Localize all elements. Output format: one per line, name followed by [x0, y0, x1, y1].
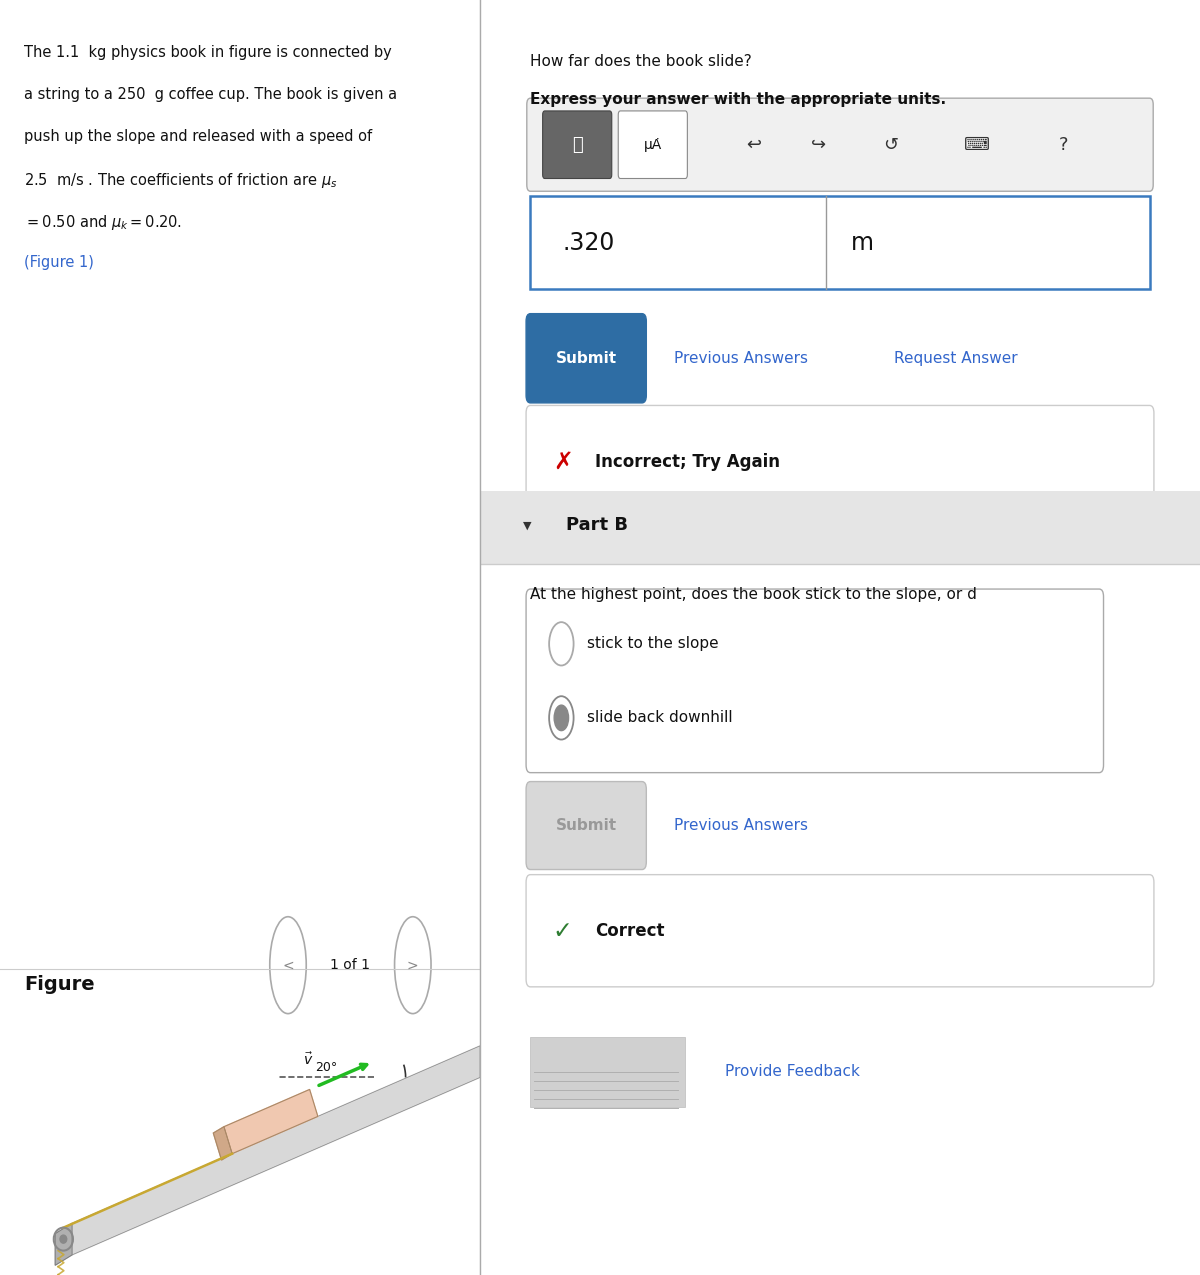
Text: ✓: ✓	[553, 919, 572, 942]
FancyBboxPatch shape	[526, 782, 647, 870]
FancyBboxPatch shape	[530, 1037, 685, 1107]
Text: At the highest point, does the book stick to the slope, or d: At the highest point, does the book stic…	[530, 586, 977, 602]
Text: >: >	[407, 959, 419, 972]
Text: Previous Answers: Previous Answers	[674, 351, 809, 366]
FancyBboxPatch shape	[526, 405, 1154, 518]
Text: ⌨: ⌨	[964, 135, 990, 154]
FancyBboxPatch shape	[526, 314, 647, 403]
FancyBboxPatch shape	[618, 111, 688, 179]
Text: Submit: Submit	[556, 819, 617, 833]
Text: a string to a 250  g coffee cup. The book is given a: a string to a 250 g coffee cup. The book…	[24, 87, 397, 102]
Text: Express your answer with the appropriate units.: Express your answer with the appropriate…	[530, 92, 947, 107]
Text: slide back downhill: slide back downhill	[587, 710, 732, 725]
Text: <: <	[282, 959, 294, 972]
FancyBboxPatch shape	[527, 98, 1153, 191]
Text: 1 of 1: 1 of 1	[330, 959, 371, 972]
Circle shape	[60, 1235, 67, 1243]
Circle shape	[554, 705, 569, 731]
FancyBboxPatch shape	[530, 196, 1150, 289]
Text: The 1.1  kg physics book in figure is connected by: The 1.1 kg physics book in figure is con…	[24, 45, 391, 60]
Text: (Figure 1): (Figure 1)	[24, 255, 94, 270]
Text: ▼: ▼	[522, 520, 532, 530]
Text: Provide Feedback: Provide Feedback	[725, 1063, 859, 1079]
Text: .320: .320	[563, 231, 616, 255]
Text: $= 0.50$ and $\mu_k = 0.20.$: $= 0.50$ and $\mu_k = 0.20.$	[24, 213, 182, 232]
Text: Correct: Correct	[595, 922, 665, 940]
Text: push up the slope and released with a speed of: push up the slope and released with a sp…	[24, 129, 372, 144]
Text: $\vec{v}$: $\vec{v}$	[302, 1052, 313, 1068]
Polygon shape	[55, 1224, 72, 1265]
Text: How far does the book slide?: How far does the book slide?	[530, 54, 752, 69]
Text: ↪: ↪	[811, 135, 826, 154]
Text: Incorrect; Try Again: Incorrect; Try Again	[595, 453, 780, 470]
Text: m: m	[851, 231, 874, 255]
Text: ↩: ↩	[746, 135, 761, 154]
FancyBboxPatch shape	[526, 589, 1104, 773]
Text: Request Answer: Request Answer	[894, 351, 1018, 366]
Text: ?: ?	[1058, 135, 1068, 154]
FancyBboxPatch shape	[526, 875, 1154, 987]
Text: ✗: ✗	[553, 450, 572, 473]
Text: 2.5  m/s . The coefficients of friction are $\mu_s$: 2.5 m/s . The coefficients of friction a…	[24, 171, 337, 190]
FancyBboxPatch shape	[542, 111, 612, 179]
Text: Part B: Part B	[566, 516, 629, 534]
Text: ↺: ↺	[883, 135, 898, 154]
Text: ⎕: ⎕	[572, 135, 582, 154]
Polygon shape	[214, 1127, 232, 1160]
Text: Previous Answers: Previous Answers	[674, 819, 809, 833]
Polygon shape	[224, 1089, 318, 1154]
Text: Submit: Submit	[556, 351, 617, 366]
Text: Figure: Figure	[24, 975, 95, 994]
Text: stick to the slope: stick to the slope	[587, 636, 718, 652]
FancyBboxPatch shape	[480, 491, 1200, 564]
Text: μȦ: μȦ	[643, 138, 662, 152]
Text: 20°: 20°	[316, 1061, 337, 1074]
Polygon shape	[72, 1046, 480, 1255]
